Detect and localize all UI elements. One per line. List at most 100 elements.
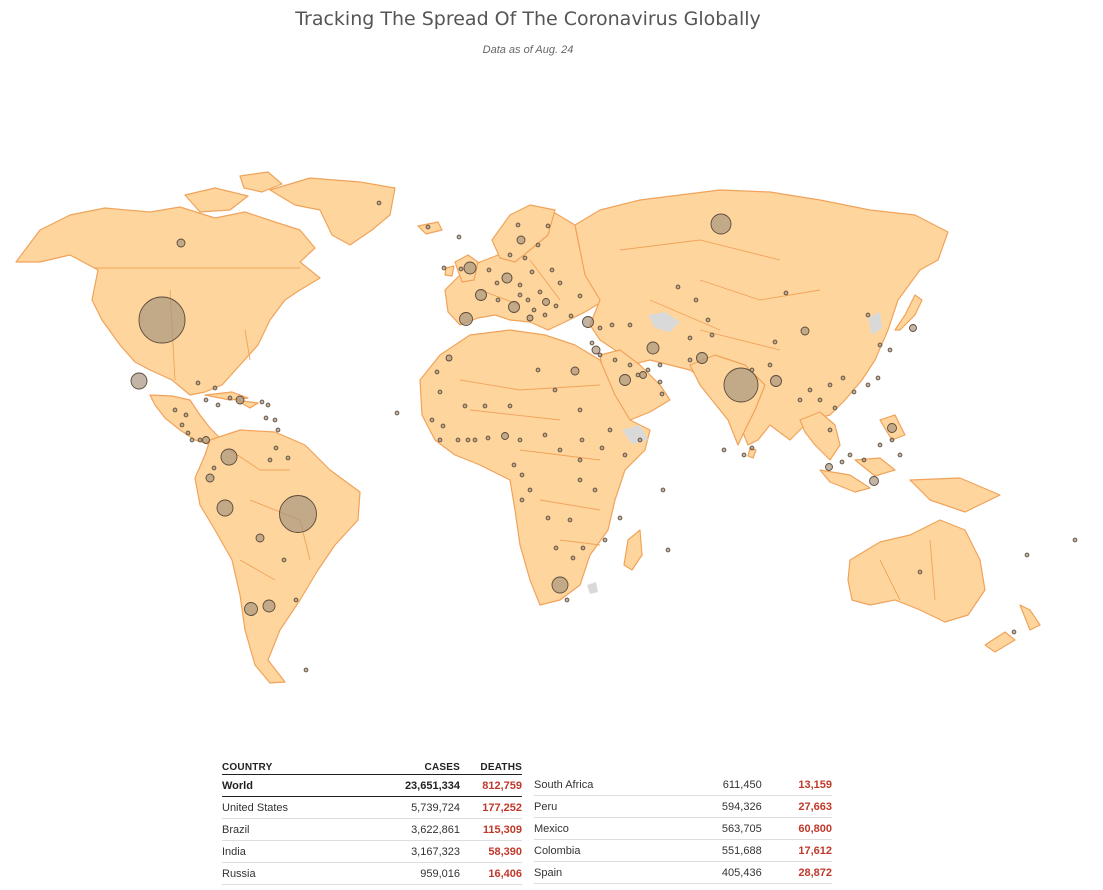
bubble-small — [259, 399, 265, 405]
cases-table-right: South Africa 611,450 13,159 Peru 594,326… — [534, 774, 832, 884]
bubble-small — [542, 312, 548, 318]
bubble-small — [564, 597, 570, 603]
table-row: Russia 959,016 16,406 — [222, 862, 522, 885]
bubble-small — [687, 335, 693, 341]
bubble-small — [263, 415, 269, 421]
bubble-small — [511, 462, 517, 468]
bubble-small — [394, 410, 400, 416]
southeast-asia — [799, 411, 841, 461]
cases-table-left: COUNTRY CASES DEATHS World 23,651,334 81… — [222, 760, 522, 885]
bubble-small — [472, 437, 478, 443]
bubble-small — [281, 557, 287, 563]
bubble-small — [517, 292, 523, 298]
bubble-country — [869, 476, 879, 486]
bubble-small — [577, 407, 583, 413]
bubble-small — [272, 417, 278, 423]
bubble-small — [429, 417, 435, 423]
row-country: Peru — [534, 795, 684, 818]
bubble-country — [909, 324, 917, 332]
bubble-small — [847, 452, 853, 458]
table-row: India 3,167,323 58,390 — [222, 840, 522, 863]
row-country: Russia — [222, 862, 340, 885]
bubble-small — [832, 405, 838, 411]
small-case-dots — [172, 200, 1078, 673]
bubble-country — [463, 261, 477, 275]
bubble-country — [205, 473, 215, 483]
bubble-small — [265, 402, 271, 408]
row-deaths: 27,663 — [773, 795, 832, 818]
table-row: Peru 594,326 27,663 — [534, 795, 832, 818]
bubble-small — [622, 452, 628, 458]
row-deaths: 812,759 — [472, 774, 522, 797]
bubble-small — [851, 389, 857, 395]
bubble-small — [599, 445, 605, 451]
row-cases: 563,705 — [684, 817, 774, 840]
bubble-small — [441, 265, 447, 271]
bubble-russia — [710, 213, 732, 235]
bubble-small — [693, 297, 699, 303]
row-cases: 3,167,323 — [340, 840, 472, 863]
row-country: United States — [222, 796, 340, 819]
row-cases: 5,739,724 — [340, 796, 472, 819]
bubble-small — [675, 284, 681, 290]
bubble-small — [612, 357, 618, 363]
bubble-small — [887, 347, 893, 353]
bubble-country — [516, 235, 526, 245]
bubble-small — [482, 403, 488, 409]
row-deaths: 58,390 — [472, 840, 522, 863]
madagascar — [623, 529, 643, 571]
bubble-small — [456, 234, 462, 240]
row-cases: 3,622,861 — [340, 818, 472, 841]
bubble-small — [273, 445, 279, 451]
row-deaths: 115,309 — [472, 818, 522, 841]
south-america — [194, 429, 361, 684]
bubble-small — [529, 269, 535, 275]
page-subtitle: Data as of Aug. 24 — [482, 44, 574, 56]
row-cases: 23,651,334 — [340, 774, 472, 797]
bubble-country — [501, 432, 509, 440]
bubble-small — [875, 375, 881, 381]
bubble-country — [202, 436, 210, 444]
bubble-small — [767, 362, 773, 368]
bubble-small — [172, 407, 178, 413]
bubble-small — [607, 427, 613, 433]
bubble-small — [507, 252, 513, 258]
bubble-small — [645, 367, 651, 373]
bubble-small — [267, 457, 273, 463]
bubble-country — [800, 326, 810, 336]
bubble-country — [639, 371, 647, 379]
bubble-small — [877, 342, 883, 348]
bubble-small — [609, 322, 615, 328]
bubble-country — [825, 463, 833, 471]
bubble-small — [577, 457, 583, 463]
table-row: United States 5,739,724 177,252 — [222, 796, 522, 819]
row-cases: 611,450 — [684, 774, 774, 796]
bubble-small — [709, 332, 715, 338]
page-title: Tracking The Spread Of The Coronavirus G… — [295, 8, 761, 30]
arctic-islands — [184, 171, 283, 213]
bubble-small — [197, 437, 203, 443]
bubble-small — [568, 313, 574, 319]
bubble-small — [183, 412, 189, 418]
bubble-small — [552, 387, 558, 393]
header-cases: CASES — [340, 760, 472, 775]
bubble-country — [591, 345, 601, 355]
bubble-country — [542, 298, 550, 306]
bubble-united-states — [138, 296, 186, 344]
bubble-small — [195, 380, 201, 386]
land-layer — [15, 171, 1041, 684]
bubble-small — [185, 430, 191, 436]
row-cases: 594,326 — [684, 795, 774, 818]
bubble-small — [1011, 629, 1017, 635]
bubble-colombia — [220, 448, 238, 466]
row-country: World — [222, 774, 340, 797]
sri-lanka — [747, 447, 757, 459]
row-cases: 959,016 — [340, 862, 472, 885]
bubble-small — [285, 455, 291, 461]
bubble-peru — [216, 499, 234, 517]
bubble-small — [462, 403, 468, 409]
bubble-country — [770, 375, 782, 387]
bubble-small — [597, 352, 603, 358]
header-country: COUNTRY — [222, 760, 340, 775]
case-bubbles — [130, 213, 917, 616]
